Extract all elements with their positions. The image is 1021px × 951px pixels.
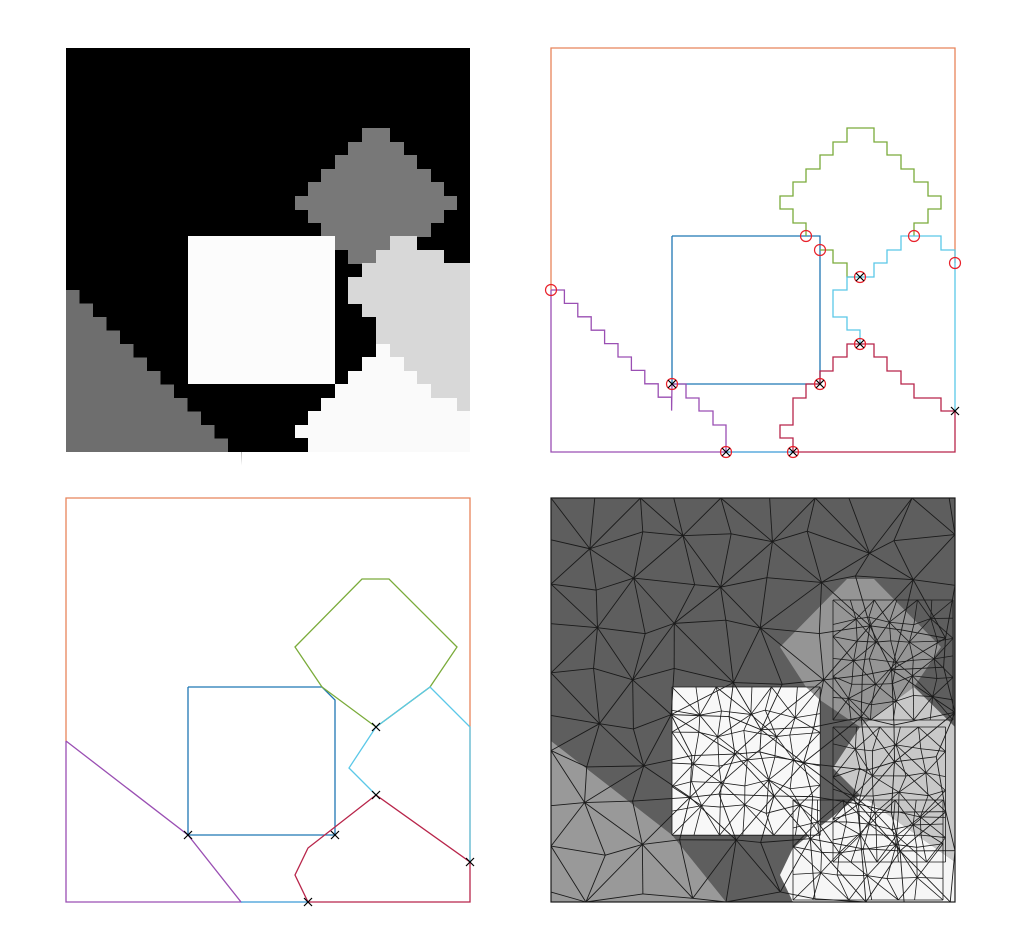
diamond-pixel-row (335, 155, 417, 169)
cross-marker (950, 406, 960, 416)
circle-marker (719, 445, 733, 459)
diamond-pixel-row (321, 169, 431, 183)
cross-marker (465, 857, 475, 867)
circle-marker (948, 256, 962, 270)
circle-marker (853, 337, 867, 351)
cross-marker (855, 339, 865, 349)
mesh-fine-edges (671, 599, 954, 901)
simplified-boundary-panel (65, 497, 475, 907)
square-boundary (187, 686, 336, 836)
cross-marker (183, 830, 193, 840)
circle-marker (544, 283, 558, 297)
left-boundary (65, 740, 243, 903)
cross-marker (788, 447, 798, 457)
diamond-lower-boundary (820, 249, 860, 278)
cross-marker (721, 447, 731, 457)
left-triangle-region (66, 290, 242, 466)
circle-marker (853, 270, 867, 284)
diamond-pixel-row (295, 196, 457, 210)
triangle-mesh-panel (550, 497, 956, 903)
bottom-right-region (295, 344, 470, 452)
outer-top-boundary (65, 497, 471, 862)
circle-marker (665, 377, 679, 391)
right-wedge-boundary (375, 686, 471, 862)
cross-marker (855, 272, 865, 282)
diamond-pixel-row (321, 223, 431, 237)
bottom-right-boundary (793, 343, 956, 453)
cross-marker (371, 722, 381, 732)
diamond-pixel-row (308, 182, 444, 196)
circle-marker (799, 229, 813, 243)
right-wedge-region (348, 236, 470, 411)
diamond-pixel-row (362, 128, 390, 142)
cross-marker (815, 379, 825, 389)
circle-marker (907, 229, 921, 243)
mesh-left-triangle-region (551, 741, 726, 902)
diamond-pixel-row (308, 209, 444, 223)
square-region (188, 236, 335, 384)
bottom-right-inner-boundary (779, 343, 860, 452)
diamond-boundary (779, 127, 942, 236)
cross-marker (371, 790, 381, 800)
right-wedge-boundary (860, 235, 956, 411)
cross-marker (330, 830, 340, 840)
square-boundary (671, 235, 821, 385)
circle-marker (786, 445, 800, 459)
right-wedge-inner-boundary (348, 726, 377, 796)
diamond-boundary (294, 578, 458, 728)
staircase-boundary-panel (544, 47, 962, 459)
right-wedge-inner-boundary (832, 276, 861, 344)
circle-marker (813, 377, 827, 391)
cross-marker (667, 379, 677, 389)
bottom-right-boundary (308, 794, 471, 903)
outer-top-boundary (550, 47, 956, 290)
pixel-label-panel (66, 48, 470, 466)
bottom-right-inner-boundary (294, 794, 377, 903)
cross-marker (303, 897, 313, 907)
left-boundary (550, 289, 727, 453)
mesh-frame (550, 497, 956, 903)
circle-marker (813, 243, 827, 257)
diamond-pixel-row (348, 142, 404, 156)
